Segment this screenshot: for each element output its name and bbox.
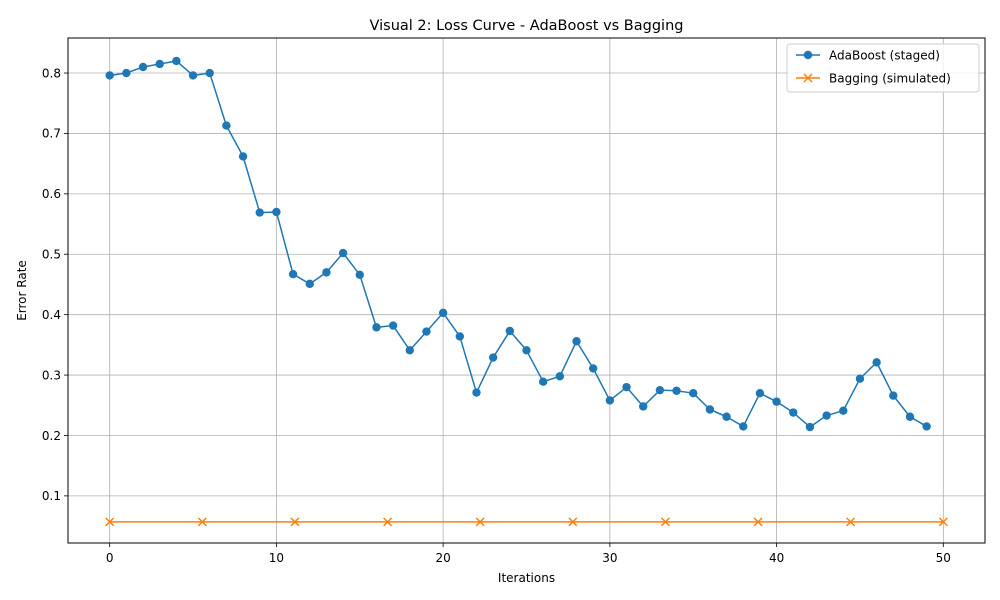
data-point [655, 385, 665, 395]
data-point [438, 308, 448, 318]
data-point [272, 207, 281, 217]
x-tick-label: 50 [936, 551, 951, 565]
data-point [789, 408, 798, 417]
x-tick-label: 0 [106, 551, 114, 565]
data-point [846, 517, 856, 527]
series-layer [105, 56, 948, 527]
data-point [138, 62, 148, 72]
legend-label-adaboost: AdaBoost (staged) [829, 49, 940, 63]
data-point [505, 326, 515, 336]
data-point [383, 517, 393, 527]
series-adaboost [105, 56, 931, 432]
data-point [755, 388, 765, 398]
data-point [388, 321, 398, 330]
data-point [105, 71, 114, 80]
legend-label-bagging: Bagging (simulated) [829, 72, 951, 86]
data-point [722, 412, 731, 421]
data-point [122, 68, 131, 78]
data-point [205, 68, 214, 78]
data-point [905, 412, 915, 421]
data-point [639, 402, 648, 411]
y-tick-label: 0.4 [42, 308, 61, 322]
data-point [805, 422, 815, 432]
axes-frame [67, 37, 986, 544]
data-point [188, 71, 198, 80]
x-axis-label: Iterations [498, 571, 555, 585]
data-point [753, 517, 763, 527]
data-point [305, 279, 314, 289]
legend: AdaBoost (staged) Bagging (simulated) [786, 43, 980, 93]
y-tick-label: 0.7 [42, 127, 61, 141]
data-point [588, 364, 598, 373]
data-point [422, 327, 431, 336]
data-point [872, 358, 881, 367]
y-axis-label: Error Rate [15, 260, 29, 321]
data-point [255, 208, 264, 217]
x-tick-label: 10 [269, 551, 284, 565]
data-point [839, 406, 848, 415]
y-tick-label: 0.3 [42, 368, 61, 382]
legend-marker-adaboost [803, 50, 813, 60]
data-point [155, 59, 164, 69]
data-point [705, 405, 715, 414]
chart-title: Visual 2: Loss Curve - AdaBoost vs Baggi… [370, 18, 684, 34]
x-tick-label: 20 [435, 551, 450, 565]
y-tick-label: 0.2 [42, 429, 61, 443]
y-tick-label: 0.1 [42, 489, 61, 503]
data-point [689, 388, 698, 398]
data-point [660, 517, 670, 527]
data-point [739, 422, 748, 431]
data-point [197, 517, 207, 527]
data-point [322, 268, 331, 277]
x-tick-label: 30 [602, 551, 617, 565]
data-point [222, 121, 231, 130]
data-point [672, 386, 681, 395]
data-point [372, 323, 381, 332]
data-point [355, 270, 364, 279]
data-point [105, 517, 115, 527]
legend-box [786, 43, 980, 93]
data-point [538, 377, 548, 386]
ticks: 0 10 20 30 40 50 0.1 0.2 0.3 0.4 0.5 0.6 0.7 0.8 [42, 66, 951, 565]
data-point [475, 517, 485, 527]
data-point [290, 517, 300, 527]
data-point [455, 332, 465, 341]
series-bagging [105, 517, 948, 527]
legend-marker-bagging [803, 73, 813, 83]
y-tick-label: 0.5 [42, 248, 61, 262]
data-point [172, 56, 181, 66]
data-point [472, 388, 481, 397]
data-point [922, 422, 931, 431]
data-point [855, 374, 865, 383]
y-tick-label: 0.8 [42, 66, 61, 80]
data-point [622, 382, 631, 392]
data-point [405, 346, 414, 355]
data-point [889, 391, 898, 400]
data-point [288, 269, 298, 279]
data-point [568, 517, 578, 527]
data-point [555, 372, 565, 381]
y-tick-label: 0.6 [42, 187, 61, 201]
data-point [338, 248, 348, 258]
data-point [238, 152, 248, 161]
data-point [938, 517, 948, 527]
data-point [822, 411, 831, 420]
data-point [488, 353, 498, 362]
data-point [605, 396, 615, 405]
data-point [522, 346, 531, 355]
x-tick-label: 40 [769, 551, 784, 565]
data-point [772, 397, 781, 406]
data-point [572, 337, 581, 346]
grid [68, 38, 985, 543]
